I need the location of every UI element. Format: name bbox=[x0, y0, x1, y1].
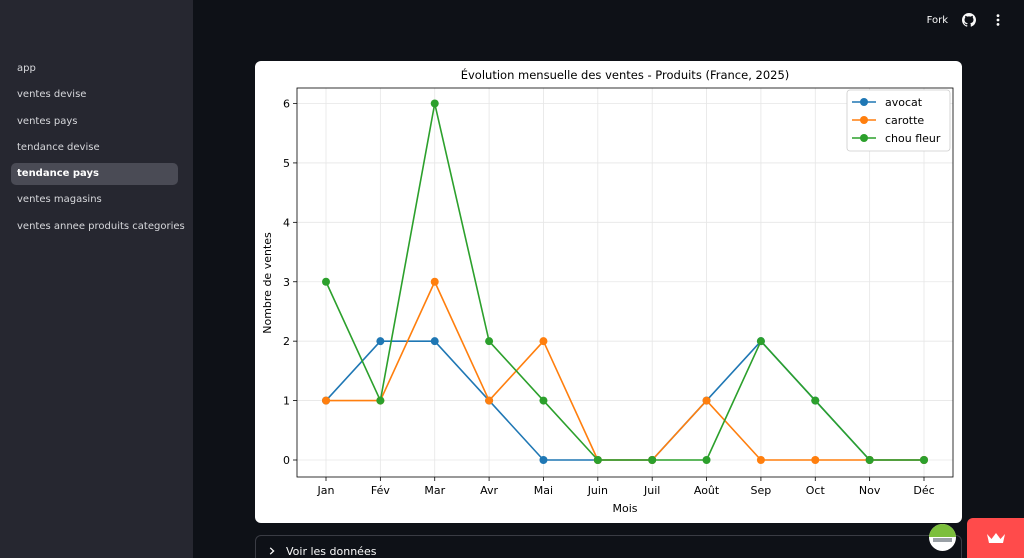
data-point bbox=[648, 456, 657, 464]
data-point bbox=[811, 456, 820, 464]
data-point bbox=[485, 396, 494, 405]
sidebar-nav: app ventes devise ventes pays tendance d… bbox=[11, 58, 185, 242]
data-point bbox=[539, 337, 548, 346]
data-point bbox=[322, 396, 330, 405]
x-tick-label: Nov bbox=[859, 484, 881, 497]
avatar-top-shape bbox=[929, 524, 956, 537]
data-point bbox=[539, 396, 548, 405]
more-vertical-icon[interactable] bbox=[990, 12, 1006, 28]
sidebar-item-ventes-devise[interactable]: ventes devise bbox=[17, 89, 87, 101]
data-point bbox=[376, 396, 385, 405]
y-tick-label: 4 bbox=[283, 216, 290, 229]
plot-frame bbox=[296, 87, 954, 478]
x-tick-label: Avr bbox=[480, 484, 498, 497]
x-axis-label: Mois bbox=[612, 502, 637, 515]
data-point bbox=[920, 456, 928, 464]
data-point bbox=[702, 456, 711, 464]
x-tick-label: Sep bbox=[751, 484, 772, 497]
x-tick-label: Oct bbox=[806, 484, 826, 497]
x-tick-label: Juil bbox=[643, 484, 660, 497]
app-avatar[interactable] bbox=[929, 524, 956, 551]
x-tick-label: Août bbox=[694, 484, 720, 497]
crown-icon bbox=[986, 529, 1006, 548]
header-toolbar: Fork bbox=[927, 10, 1006, 30]
github-icon[interactable] bbox=[961, 12, 977, 28]
chart-series bbox=[322, 99, 928, 464]
data-expander[interactable]: Voir les données bbox=[255, 535, 962, 558]
data-point bbox=[485, 337, 494, 346]
y-tick-label: 5 bbox=[283, 157, 290, 170]
data-point bbox=[865, 456, 874, 464]
legend-label: carotte bbox=[885, 114, 924, 127]
sidebar-item-app[interactable]: app bbox=[17, 63, 36, 74]
series-carotte bbox=[322, 277, 928, 464]
y-axis: 0 1 2 3 4 5 6 bbox=[283, 98, 297, 467]
y-tick-label: 0 bbox=[283, 454, 290, 467]
x-tick-label: Mar bbox=[424, 484, 445, 497]
legend-marker bbox=[860, 98, 868, 106]
data-point bbox=[430, 277, 439, 286]
sidebar-item-ventes-magasins[interactable]: ventes magasins bbox=[17, 194, 102, 206]
y-tick-label: 1 bbox=[283, 395, 290, 408]
data-point bbox=[376, 337, 385, 346]
data-point bbox=[756, 337, 765, 346]
data-point bbox=[593, 456, 602, 464]
sidebar-item-ventes-annee-produits-categories[interactable]: ventes annee produits categories bbox=[17, 220, 185, 232]
data-point bbox=[702, 396, 711, 405]
series-line bbox=[326, 280, 924, 461]
chart-legend: avocat carotte chou fleur bbox=[846, 89, 951, 152]
sidebar-item-tendance-devise[interactable]: tendance devise bbox=[17, 141, 100, 153]
x-tick-label: Jan bbox=[317, 484, 335, 497]
y-tick-label: 3 bbox=[283, 276, 290, 289]
sidebar-item-ventes-pays[interactable]: ventes pays bbox=[17, 115, 78, 127]
chart-title: Évolution mensuelle des ventes - Produit… bbox=[461, 67, 790, 82]
legend-frame bbox=[846, 89, 951, 152]
series-line bbox=[325, 102, 924, 461]
data-point bbox=[539, 456, 548, 464]
x-tick-label: Juin bbox=[587, 484, 608, 497]
y-tick-label: 6 bbox=[283, 98, 290, 111]
x-axis: Jan Fév Mar Avr Mai Juin Juil Août Sep Oct Nov Déc bbox=[317, 477, 935, 497]
data-point bbox=[430, 99, 439, 108]
data-point bbox=[756, 456, 765, 464]
y-tick-label: 2 bbox=[283, 335, 290, 348]
data-point bbox=[811, 396, 820, 405]
avatar-bar-shape bbox=[933, 538, 952, 542]
chart-card: Évolution mensuelle des ventes - Produit… bbox=[255, 61, 962, 523]
line-chart: Évolution mensuelle des ventes - Produit… bbox=[261, 67, 954, 515]
expander-label: Voir les données bbox=[286, 544, 377, 558]
series-chou-fleur bbox=[322, 99, 928, 464]
chevron-right-icon bbox=[268, 545, 276, 558]
y-axis-label: Nombre de ventes bbox=[261, 232, 274, 334]
sidebar: app ventes devise ventes pays tendance d… bbox=[0, 0, 193, 558]
legend-label: chou fleur bbox=[885, 132, 941, 145]
sidebar-item-tendance-pays[interactable]: tendance pays bbox=[11, 163, 178, 186]
x-tick-label: Fév bbox=[371, 484, 390, 497]
fork-button[interactable]: Fork bbox=[926, 14, 948, 26]
legend-marker bbox=[860, 134, 868, 142]
streamlit-badge[interactable] bbox=[967, 518, 1024, 558]
data-point bbox=[322, 277, 330, 286]
legend-marker bbox=[860, 116, 868, 124]
chart-grid bbox=[297, 88, 953, 477]
x-tick-label: Mai bbox=[534, 484, 553, 497]
data-point bbox=[430, 337, 439, 346]
x-tick-label: Déc bbox=[913, 484, 934, 497]
legend-label: avocat bbox=[885, 96, 923, 109]
